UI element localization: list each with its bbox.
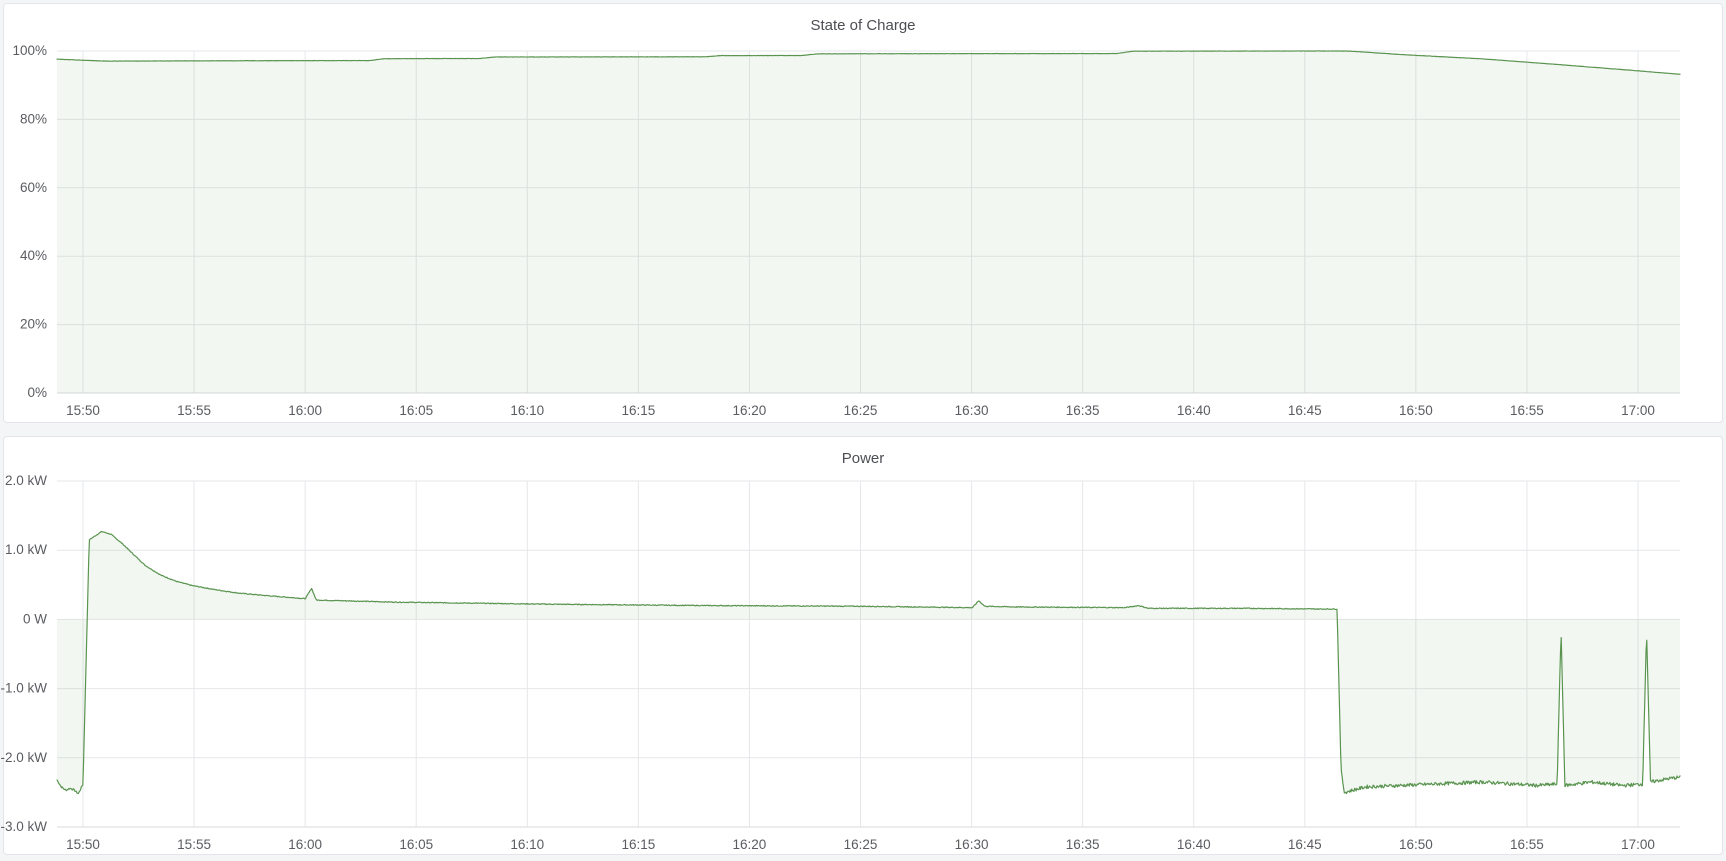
svg-text:16:45: 16:45 [1288,837,1322,852]
svg-text:2.0 kW: 2.0 kW [5,473,47,488]
svg-text:16:40: 16:40 [1177,837,1211,852]
svg-text:16:25: 16:25 [844,403,878,418]
svg-text:0%: 0% [27,385,47,400]
svg-text:17:00: 17:00 [1621,837,1655,852]
svg-text:16:55: 16:55 [1510,403,1544,418]
svg-text:16:35: 16:35 [1066,837,1100,852]
svg-text:40%: 40% [20,248,47,263]
svg-text:16:25: 16:25 [844,837,878,852]
svg-text:16:10: 16:10 [510,837,544,852]
svg-text:20%: 20% [20,317,47,332]
svg-text:17:00: 17:00 [1621,403,1655,418]
svg-text:-2.0 kW: -2.0 kW [0,750,47,765]
svg-text:16:20: 16:20 [733,403,767,418]
svg-text:16:30: 16:30 [955,403,989,418]
svg-text:16:35: 16:35 [1066,403,1100,418]
svg-text:16:30: 16:30 [955,837,989,852]
svg-text:1.0 kW: 1.0 kW [5,542,47,557]
svg-text:16:40: 16:40 [1177,403,1211,418]
svg-text:60%: 60% [20,180,47,195]
svg-text:15:50: 15:50 [66,837,100,852]
svg-text:16:55: 16:55 [1510,837,1544,852]
svg-text:-1.0 kW: -1.0 kW [0,681,47,696]
svg-text:16:10: 16:10 [510,403,544,418]
svg-text:16:00: 16:00 [288,403,322,418]
svg-text:15:55: 15:55 [177,403,211,418]
svg-text:16:05: 16:05 [399,837,433,852]
svg-text:16:50: 16:50 [1399,837,1433,852]
svg-text:16:50: 16:50 [1399,403,1433,418]
svg-text:15:55: 15:55 [177,837,211,852]
svg-text:16:15: 16:15 [621,403,655,418]
svg-text:100%: 100% [12,43,47,58]
svg-text:16:15: 16:15 [621,837,655,852]
svg-text:16:05: 16:05 [399,403,433,418]
svg-text:80%: 80% [20,111,47,126]
svg-text:0 W: 0 W [23,611,47,626]
svg-text:-3.0 kW: -3.0 kW [0,819,47,834]
svg-text:15:50: 15:50 [66,403,100,418]
svg-text:16:20: 16:20 [733,837,767,852]
svg-text:16:00: 16:00 [288,837,322,852]
svg-text:16:45: 16:45 [1288,403,1322,418]
